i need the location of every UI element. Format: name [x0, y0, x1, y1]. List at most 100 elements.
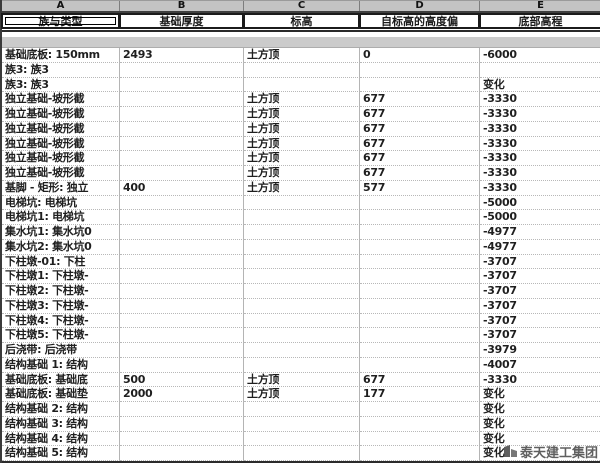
cell[interactable]: 土方顶: [244, 387, 360, 402]
cell[interactable]: 500: [120, 372, 244, 388]
cell[interactable]: 独立基础-坡形截: [2, 136, 120, 152]
cell[interactable]: [120, 254, 244, 270]
cell[interactable]: 677: [360, 166, 480, 181]
column-header-c[interactable]: C: [244, 1, 360, 11]
cell[interactable]: [244, 357, 360, 373]
cell[interactable]: [244, 269, 360, 284]
cell[interactable]: [360, 239, 480, 255]
cell[interactable]: [360, 77, 480, 93]
cell[interactable]: -5000: [480, 196, 600, 211]
cell[interactable]: -4007: [480, 358, 600, 373]
cell[interactable]: 2493: [120, 48, 244, 63]
cell[interactable]: -4977: [480, 225, 600, 240]
cell[interactable]: [244, 225, 360, 240]
cell[interactable]: [360, 269, 480, 284]
cell[interactable]: -3330: [480, 122, 600, 137]
cell[interactable]: 土方顶: [244, 107, 360, 122]
column-header-e[interactable]: E: [480, 1, 600, 11]
cell[interactable]: [120, 225, 244, 240]
cell[interactable]: 土方顶: [244, 372, 360, 388]
cell[interactable]: [120, 402, 244, 417]
cell[interactable]: 族3: 族3: [2, 62, 120, 78]
cell[interactable]: 0: [360, 48, 480, 63]
cell[interactable]: [120, 107, 244, 122]
cell[interactable]: 177: [360, 387, 480, 402]
cell[interactable]: 基础底板: 基础底: [2, 372, 120, 388]
cell[interactable]: [360, 431, 480, 447]
cell[interactable]: [244, 195, 360, 211]
cell[interactable]: 土方顶: [244, 166, 360, 181]
cell[interactable]: [244, 446, 360, 461]
cell[interactable]: [244, 343, 360, 358]
cell[interactable]: [120, 416, 244, 432]
cell[interactable]: 独立基础-坡形截: [2, 151, 120, 166]
cell[interactable]: -4977: [480, 240, 600, 255]
cell[interactable]: -3330: [480, 137, 600, 152]
cell[interactable]: 下柱墩1: 下柱墩-: [2, 269, 120, 284]
cell[interactable]: [120, 431, 244, 447]
cell[interactable]: 2000: [120, 387, 244, 402]
cell[interactable]: 677: [360, 372, 480, 388]
cell[interactable]: [244, 210, 360, 225]
cell[interactable]: [360, 298, 480, 314]
cell[interactable]: 集水坑2: 集水坑0: [2, 239, 120, 255]
cell[interactable]: -3330: [480, 92, 600, 107]
cell[interactable]: 独立基础-坡形截: [2, 92, 120, 107]
cell[interactable]: 677: [360, 92, 480, 107]
cell[interactable]: -3707: [480, 284, 600, 299]
cell[interactable]: 下柱墩2: 下柱墩-: [2, 284, 120, 299]
cell[interactable]: [120, 151, 244, 166]
cell[interactable]: 577: [360, 180, 480, 196]
cell[interactable]: [360, 328, 480, 343]
cell[interactable]: [360, 313, 480, 329]
cell[interactable]: 土方顶: [244, 151, 360, 166]
column-header-d[interactable]: D: [360, 1, 480, 11]
cell[interactable]: 后浇带: 后浇带: [2, 343, 120, 358]
cell[interactable]: -3330: [480, 181, 600, 196]
cell[interactable]: 677: [360, 121, 480, 137]
cell[interactable]: [360, 284, 480, 299]
cell[interactable]: 变化: [480, 78, 600, 93]
cell[interactable]: 下柱墩5: 下柱墩-: [2, 328, 120, 343]
cell[interactable]: 变化: [480, 402, 600, 417]
cell[interactable]: [120, 284, 244, 299]
cell[interactable]: [120, 446, 244, 461]
cell[interactable]: 677: [360, 136, 480, 152]
cell[interactable]: 变化: [480, 417, 600, 432]
cell[interactable]: [360, 254, 480, 270]
cell[interactable]: -3707: [480, 255, 600, 270]
cell[interactable]: 族3: 族3: [2, 77, 120, 93]
cell[interactable]: 土方顶: [244, 136, 360, 152]
cell[interactable]: [244, 254, 360, 270]
cell[interactable]: [360, 357, 480, 373]
cell[interactable]: -3707: [480, 299, 600, 314]
cell[interactable]: [244, 313, 360, 329]
cell[interactable]: [120, 269, 244, 284]
cell[interactable]: 下柱墩-01: 下柱: [2, 254, 120, 270]
cell[interactable]: 基脚 - 矩形: 独立: [2, 180, 120, 196]
cell[interactable]: [120, 210, 244, 225]
cell[interactable]: 土方顶: [244, 92, 360, 107]
cell[interactable]: 土方顶: [244, 48, 360, 63]
cell[interactable]: 电梯坑: 电梯坑: [2, 195, 120, 211]
cell[interactable]: [360, 210, 480, 225]
cell[interactable]: [120, 121, 244, 137]
cell[interactable]: 土方顶: [244, 180, 360, 196]
cell[interactable]: -3707: [480, 328, 600, 343]
cell[interactable]: 677: [360, 151, 480, 166]
cell[interactable]: 基础底板: 基础垫: [2, 387, 120, 402]
cell[interactable]: -3330: [480, 107, 600, 122]
cell[interactable]: 土方顶: [244, 121, 360, 137]
cell[interactable]: [360, 62, 480, 78]
cell[interactable]: -5000: [480, 210, 600, 225]
field-header[interactable]: 自标高的高度偏: [359, 13, 480, 29]
cell[interactable]: 基础底板: 150mm: [2, 48, 120, 63]
cell[interactable]: [120, 77, 244, 93]
cell[interactable]: 变化: [480, 387, 600, 402]
cell[interactable]: [244, 62, 360, 78]
cell[interactable]: [244, 298, 360, 314]
cell[interactable]: [360, 416, 480, 432]
cell[interactable]: [120, 298, 244, 314]
cell[interactable]: [244, 328, 360, 343]
cell[interactable]: 变化: [480, 446, 600, 461]
